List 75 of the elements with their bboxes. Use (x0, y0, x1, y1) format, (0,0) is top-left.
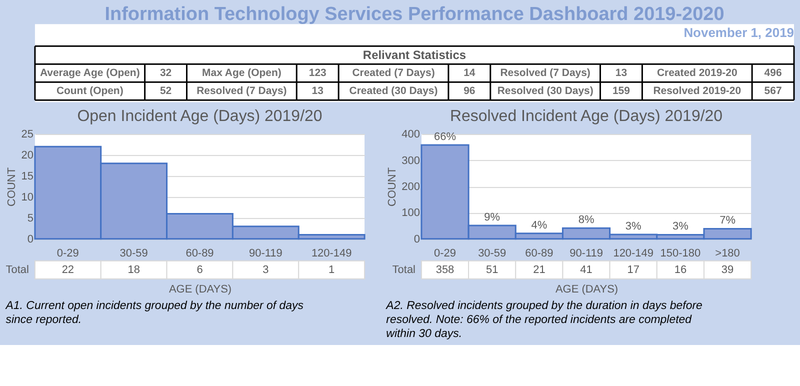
text: Resolved (7 Days) (196, 86, 287, 98)
data-label: 3 (262, 264, 269, 276)
data-label: 22 (62, 264, 74, 276)
annotation: 7% (720, 214, 736, 227)
data-label: 21 (533, 264, 546, 276)
text: Total (6, 264, 29, 276)
data-label: 39 (721, 264, 734, 276)
x-tick-label: 60-89 (525, 247, 554, 260)
data-label: 16 (674, 264, 687, 276)
y-tick-label: 5 (27, 212, 34, 224)
data-label: 358 (436, 264, 454, 276)
text: A1. Current open incidents grouped by the number of days since reported. (4, 300, 304, 326)
data-label: 41 (580, 264, 592, 276)
text: Count (Open) (56, 86, 124, 98)
annotation: 9% (484, 212, 500, 224)
text: Created (30 Days) (349, 86, 438, 98)
y-tick-label: 25 (21, 128, 34, 141)
text: November 1, 2019 (684, 25, 794, 40)
x-tick-label: 120-149 (613, 247, 654, 260)
data-label: 1 (328, 264, 335, 276)
x-tick-label: 0-29 (56, 247, 79, 260)
text: A2. Resolved incidents grouped by the duration in days before resolved. Note: 66% of the reported incidents are completed within 30 days. (385, 300, 702, 340)
x-axis-title: AGE (DAYS) (168, 283, 232, 296)
annotation: 3% (672, 220, 689, 233)
y-tick-label: 300 (402, 154, 420, 167)
text: 496 (764, 68, 782, 80)
text: Information Technology Services Performance Dashboard 2019-2020 (104, 4, 724, 26)
text: 52 (160, 86, 172, 98)
y-tick-label: 0 (414, 233, 420, 246)
y-axis-title: COUNT (386, 167, 399, 206)
annotation: 4% (531, 219, 548, 232)
x-tick-label: 150-180 (660, 247, 701, 260)
y-axis-title: COUNT (6, 167, 18, 206)
y-tick-label: 200 (402, 180, 420, 193)
data-label: 17 (627, 264, 640, 276)
text: Created 2019-20 (656, 68, 738, 80)
annotation: 3% (625, 220, 642, 232)
x-tick-label: 90-119 (570, 247, 603, 260)
text: Average Age (Open) (40, 68, 140, 80)
chart-title: Resolved Incident Age (Days) 2019/20 (450, 108, 723, 126)
text: Relivant Statistics (362, 48, 466, 62)
text: Resolved (30 Days) (497, 86, 594, 98)
text: 13 (615, 68, 628, 80)
text: Resolved (7 Days) (500, 68, 590, 80)
y-tick-label: 0 (27, 233, 34, 246)
text: 567 (764, 86, 782, 98)
x-tick-label: 0-29 (434, 247, 456, 260)
text: 32 (160, 68, 172, 80)
y-tick-label: 100 (402, 207, 420, 220)
data-label: 18 (128, 264, 140, 276)
y-tick-label: 20 (21, 150, 34, 162)
x-tick-label: 30-59 (120, 247, 148, 260)
y-tick-label: 10 (21, 191, 34, 204)
annotation: 8% (578, 214, 594, 226)
text: 14 (464, 68, 476, 80)
annotation: 66% (434, 131, 456, 144)
data-label: 6 (196, 264, 203, 276)
x-tick-label: 120-149 (311, 247, 352, 260)
text: Created (7 Days) (352, 68, 435, 80)
x-tick-label: >180 (715, 247, 740, 260)
x-tick-label: 90-119 (248, 247, 282, 260)
text: Resolved 2019-20 (653, 86, 742, 98)
text: Total (392, 264, 416, 276)
x-tick-label: 30-59 (478, 247, 506, 260)
y-tick-label: 15 (21, 170, 34, 182)
text: 96 (464, 86, 476, 98)
y-tick-label: 400 (402, 128, 420, 141)
x-axis-title: AGE (DAYS) (555, 283, 618, 296)
text: 159 (612, 86, 630, 98)
x-tick-label: 60-89 (186, 247, 214, 260)
text: Max Age (Open) (202, 68, 282, 80)
text: 13 (312, 86, 324, 98)
chart-title: Open Incident Age (Days) 2019/20 (77, 108, 322, 126)
data-label: 51 (486, 264, 498, 276)
text: 123 (308, 68, 327, 80)
